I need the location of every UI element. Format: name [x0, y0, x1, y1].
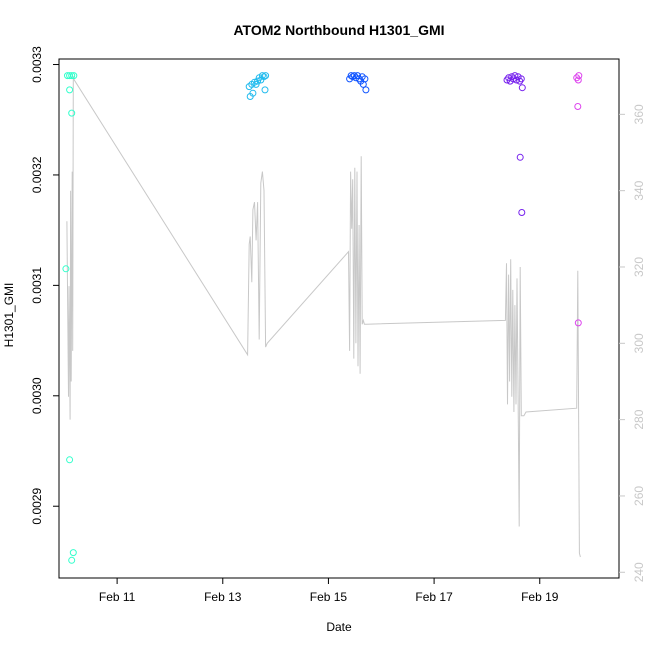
- x-tick-label: Feb 15: [310, 590, 348, 604]
- plot-frame: [58, 58, 620, 579]
- data-point: [262, 72, 270, 80]
- y-axis-left: 0.0029 0.0030 0.0031 0.0032 0.0033: [30, 46, 59, 525]
- data-point: [574, 319, 582, 327]
- x-tick-label: Feb 13: [204, 590, 242, 604]
- x-tick-label: Feb 19: [521, 590, 559, 604]
- data-point: [516, 153, 524, 161]
- y-right-tick-label: 240: [632, 562, 646, 582]
- data-point: [249, 89, 257, 97]
- x-tick-label: Feb 11: [99, 590, 136, 604]
- data-point: [362, 86, 370, 94]
- chart-title: ATOM2 Northbound H1301_GMI: [233, 22, 444, 38]
- data-point: [66, 456, 74, 464]
- x-axis: Feb 11 Feb 13 Feb 15 Feb 17 Feb 19: [99, 578, 559, 604]
- data-point: [70, 72, 78, 80]
- scatter-points-layer: [62, 72, 583, 564]
- y-left-tick-label: 0.0033: [30, 46, 44, 83]
- data-point: [516, 77, 524, 85]
- y-right-tick-label: 320: [632, 257, 646, 277]
- data-point: [69, 549, 77, 557]
- data-point: [575, 72, 583, 80]
- data-point: [511, 72, 519, 80]
- y-right-tick-label: 260: [632, 486, 646, 506]
- y-left-tick-label: 0.0031: [30, 267, 44, 304]
- data-point: [518, 84, 526, 92]
- data-point: [66, 72, 74, 80]
- data-point: [350, 72, 358, 80]
- data-point: [361, 75, 369, 83]
- series-line: [66, 76, 581, 558]
- data-point: [517, 75, 525, 83]
- data-point: [66, 86, 74, 94]
- data-point: [252, 80, 260, 88]
- data-point: [349, 73, 357, 81]
- y-left-tick-label: 0.0029: [30, 488, 44, 525]
- data-point: [518, 209, 526, 216]
- data-point: [513, 76, 520, 84]
- series-line-layer: [66, 76, 581, 558]
- y-right-tick-label: 360: [632, 104, 646, 124]
- data-point: [573, 74, 581, 82]
- data-point: [68, 109, 76, 117]
- data-point: [505, 74, 513, 82]
- data-point: [254, 77, 262, 85]
- y-axis-right: 240 260 280 300 320 340 360: [619, 104, 646, 582]
- data-point: [251, 78, 258, 86]
- y-axis-label: H1301_GMI: [2, 283, 16, 348]
- y-right-tick-label: 340: [632, 180, 646, 200]
- data-point: [62, 265, 70, 273]
- x-tick-label: Feb 17: [415, 590, 453, 604]
- data-point: [258, 72, 266, 80]
- data-point: [574, 76, 582, 84]
- x-axis-label: Date: [326, 620, 352, 634]
- y-right-tick-label: 280: [632, 409, 646, 429]
- y-left-tick-label: 0.0030: [30, 377, 44, 414]
- data-point: [574, 103, 582, 110]
- y-left-tick-label: 0.0032: [30, 156, 44, 193]
- data-point: [261, 86, 269, 94]
- data-point: [68, 556, 76, 564]
- data-point: [260, 73, 268, 81]
- data-point: [354, 72, 361, 80]
- y-right-tick-label: 300: [632, 333, 646, 353]
- data-point: [68, 72, 76, 80]
